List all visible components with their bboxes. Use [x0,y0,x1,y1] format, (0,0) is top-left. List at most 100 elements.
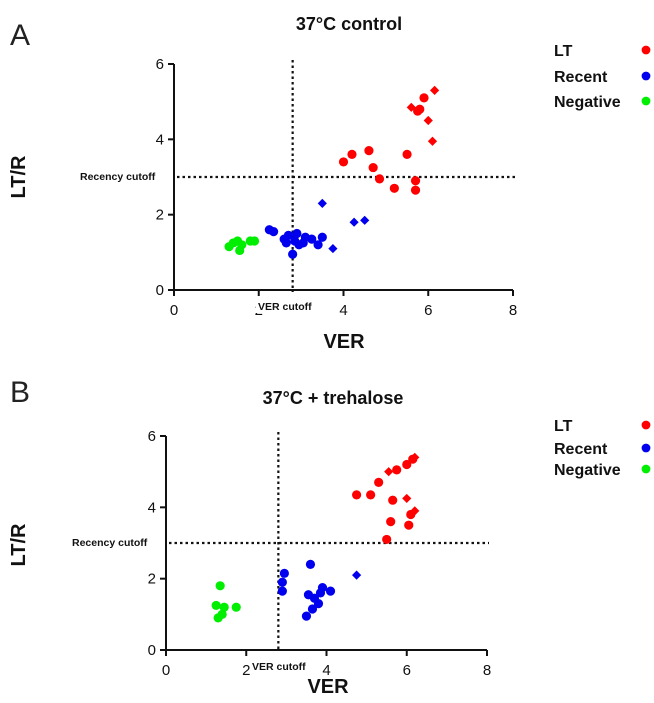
panel-b-y-tick-label: 0 [148,642,156,659]
panel-b-point-lt [374,477,384,487]
panel-b-point-lt [392,465,402,475]
panel-b-point-recent [277,586,287,596]
panel-a-x-tick-label: 8 [509,302,517,319]
panel-b-point-recent [279,568,289,578]
panel-b-y-tick-label: 6 [148,428,156,445]
panel-b-point-lt [351,490,362,500]
panel-a-point-lt [389,183,399,193]
panel-a-point-lt [402,149,412,159]
panel-a-point-lt [415,104,425,114]
panel-a-point-recent [328,243,338,254]
panel-b-series-recent [277,559,362,621]
panel-b-point-negative [219,602,229,612]
panel-b-point-recent [313,599,324,609]
panel-b-series-lt [351,452,420,545]
panel-b-point-negative [211,600,221,611]
panel-b-point-recent [351,570,362,580]
panel-a-point-recent [307,234,317,244]
panel-b-point-lt [366,490,376,500]
panel-a-title: 37°C control [296,14,402,34]
panel-a-point-lt [364,146,374,156]
panel-b-title: 37°C + trehalose [263,388,404,408]
panel-a-point-lt [338,157,349,167]
panel-b-legend-label-negative: Negative [554,462,621,479]
panel-b-point-lt [388,495,398,505]
panel-b-point-recent [301,611,312,621]
panel-a-point-lt [374,174,385,184]
panel-a-legend-marker-negative [641,96,651,106]
panel-a-legend-marker-lt [641,45,651,55]
panel-b-legend-marker-lt [641,420,651,430]
panel-a-ver-cutoff-label: VER cutoff [258,301,312,313]
panel-a-y-tick-label: 0 [156,282,164,299]
panel-b-point-negative [217,609,227,619]
panel-a-y-tick-label: 4 [156,131,164,148]
panel-b-legend-label-recent: Recent [554,441,608,458]
panel-a-y-tick-label: 6 [156,56,164,73]
panel-a-point-lt [410,185,421,195]
panel-a-point-lt [430,85,440,95]
panel-b-point-lt [382,534,392,545]
panel-a-point-lt [347,149,357,159]
panel-a-point-recent [288,249,298,259]
panel-a-point-recent [349,217,359,227]
panel-a-x-tick-label: 0 [170,302,178,319]
panel-b-x-tick-label: 2 [242,662,250,679]
panel-a-x-tick-label: 6 [424,302,432,319]
panel-a-letter: A [10,19,30,52]
panel-b-point-negative [231,602,241,612]
panel-a-x-axis-title: VER [323,331,365,353]
panel-b-point-recent [325,586,336,596]
panel-a-ver-cutoff-label-bg [256,300,322,313]
panel-b-ver-cutoff-label-bg [250,660,316,673]
panel-a-x-tick-label: 4 [339,302,347,319]
panel-a-legend-label-negative: Negative [554,94,621,111]
panel-a-series-recent [264,198,370,259]
panel-a-point-lt [419,93,429,103]
panel-a-legend-label-lt: LT [554,43,573,60]
panel-b-point-lt [402,459,412,470]
panel-b-legend-marker-negative [641,464,651,474]
panel-a-point-recent [292,228,302,239]
panel-b-x-axis-title: VER [307,676,349,698]
panel-b-series-negative [211,581,241,623]
panel-a-point-recent [317,198,327,208]
panel-b-x-tick-label: 8 [483,662,491,679]
panel-a-point-recent [317,232,327,242]
panel-a-legend-marker-recent [641,71,651,81]
panel-b-point-recent [307,604,318,614]
panel-a-point-lt [406,102,416,112]
panel-a-y-tick-label: 2 [156,207,164,224]
panel-a-point-recent [268,227,279,237]
panel-a-point-lt [368,162,378,173]
panel-a-series-lt [338,85,440,195]
panel-b-legend-label-lt: LT [554,418,573,435]
panel-a-y-axis-title: LT/R [8,155,30,199]
panel-b-ver-cutoff-label: VER cutoff [252,661,306,673]
panel-b-y-tick-label: 4 [148,499,156,516]
panel-b-point-negative [215,581,225,591]
panel-b-legend-marker-recent [641,443,651,453]
panel-b-letter: B [10,376,30,409]
panel-b-point-lt [410,506,420,516]
panel-a-legend: LT Recent Negative [554,43,651,111]
panel-a-point-lt [423,115,433,126]
panel-b-point-recent [305,559,316,570]
panel-b-recency-cutoff-label: Recency cutoff [72,537,148,549]
panel-a-series-negative [224,236,260,256]
panel-b-point-lt [404,520,414,530]
panel-a-point-negative [249,236,260,246]
panel-b-legend: LT Recent Negative [554,418,651,479]
panel-a-point-recent [313,240,323,250]
panel-b-x-tick-label: 0 [162,662,170,679]
panel-b-y-axis-title: LT/R [8,523,30,567]
panel-b-x-tick-label: 6 [403,662,411,679]
panel-a-recency-cutoff-label: Recency cutoff [80,171,156,183]
panel-b-point-recent [317,582,328,593]
panel-a-point-recent [360,215,370,225]
panel-b-point-recent [277,577,287,587]
panel-b-y-tick-label: 2 [148,571,156,588]
panel-a-point-negative [237,240,247,250]
